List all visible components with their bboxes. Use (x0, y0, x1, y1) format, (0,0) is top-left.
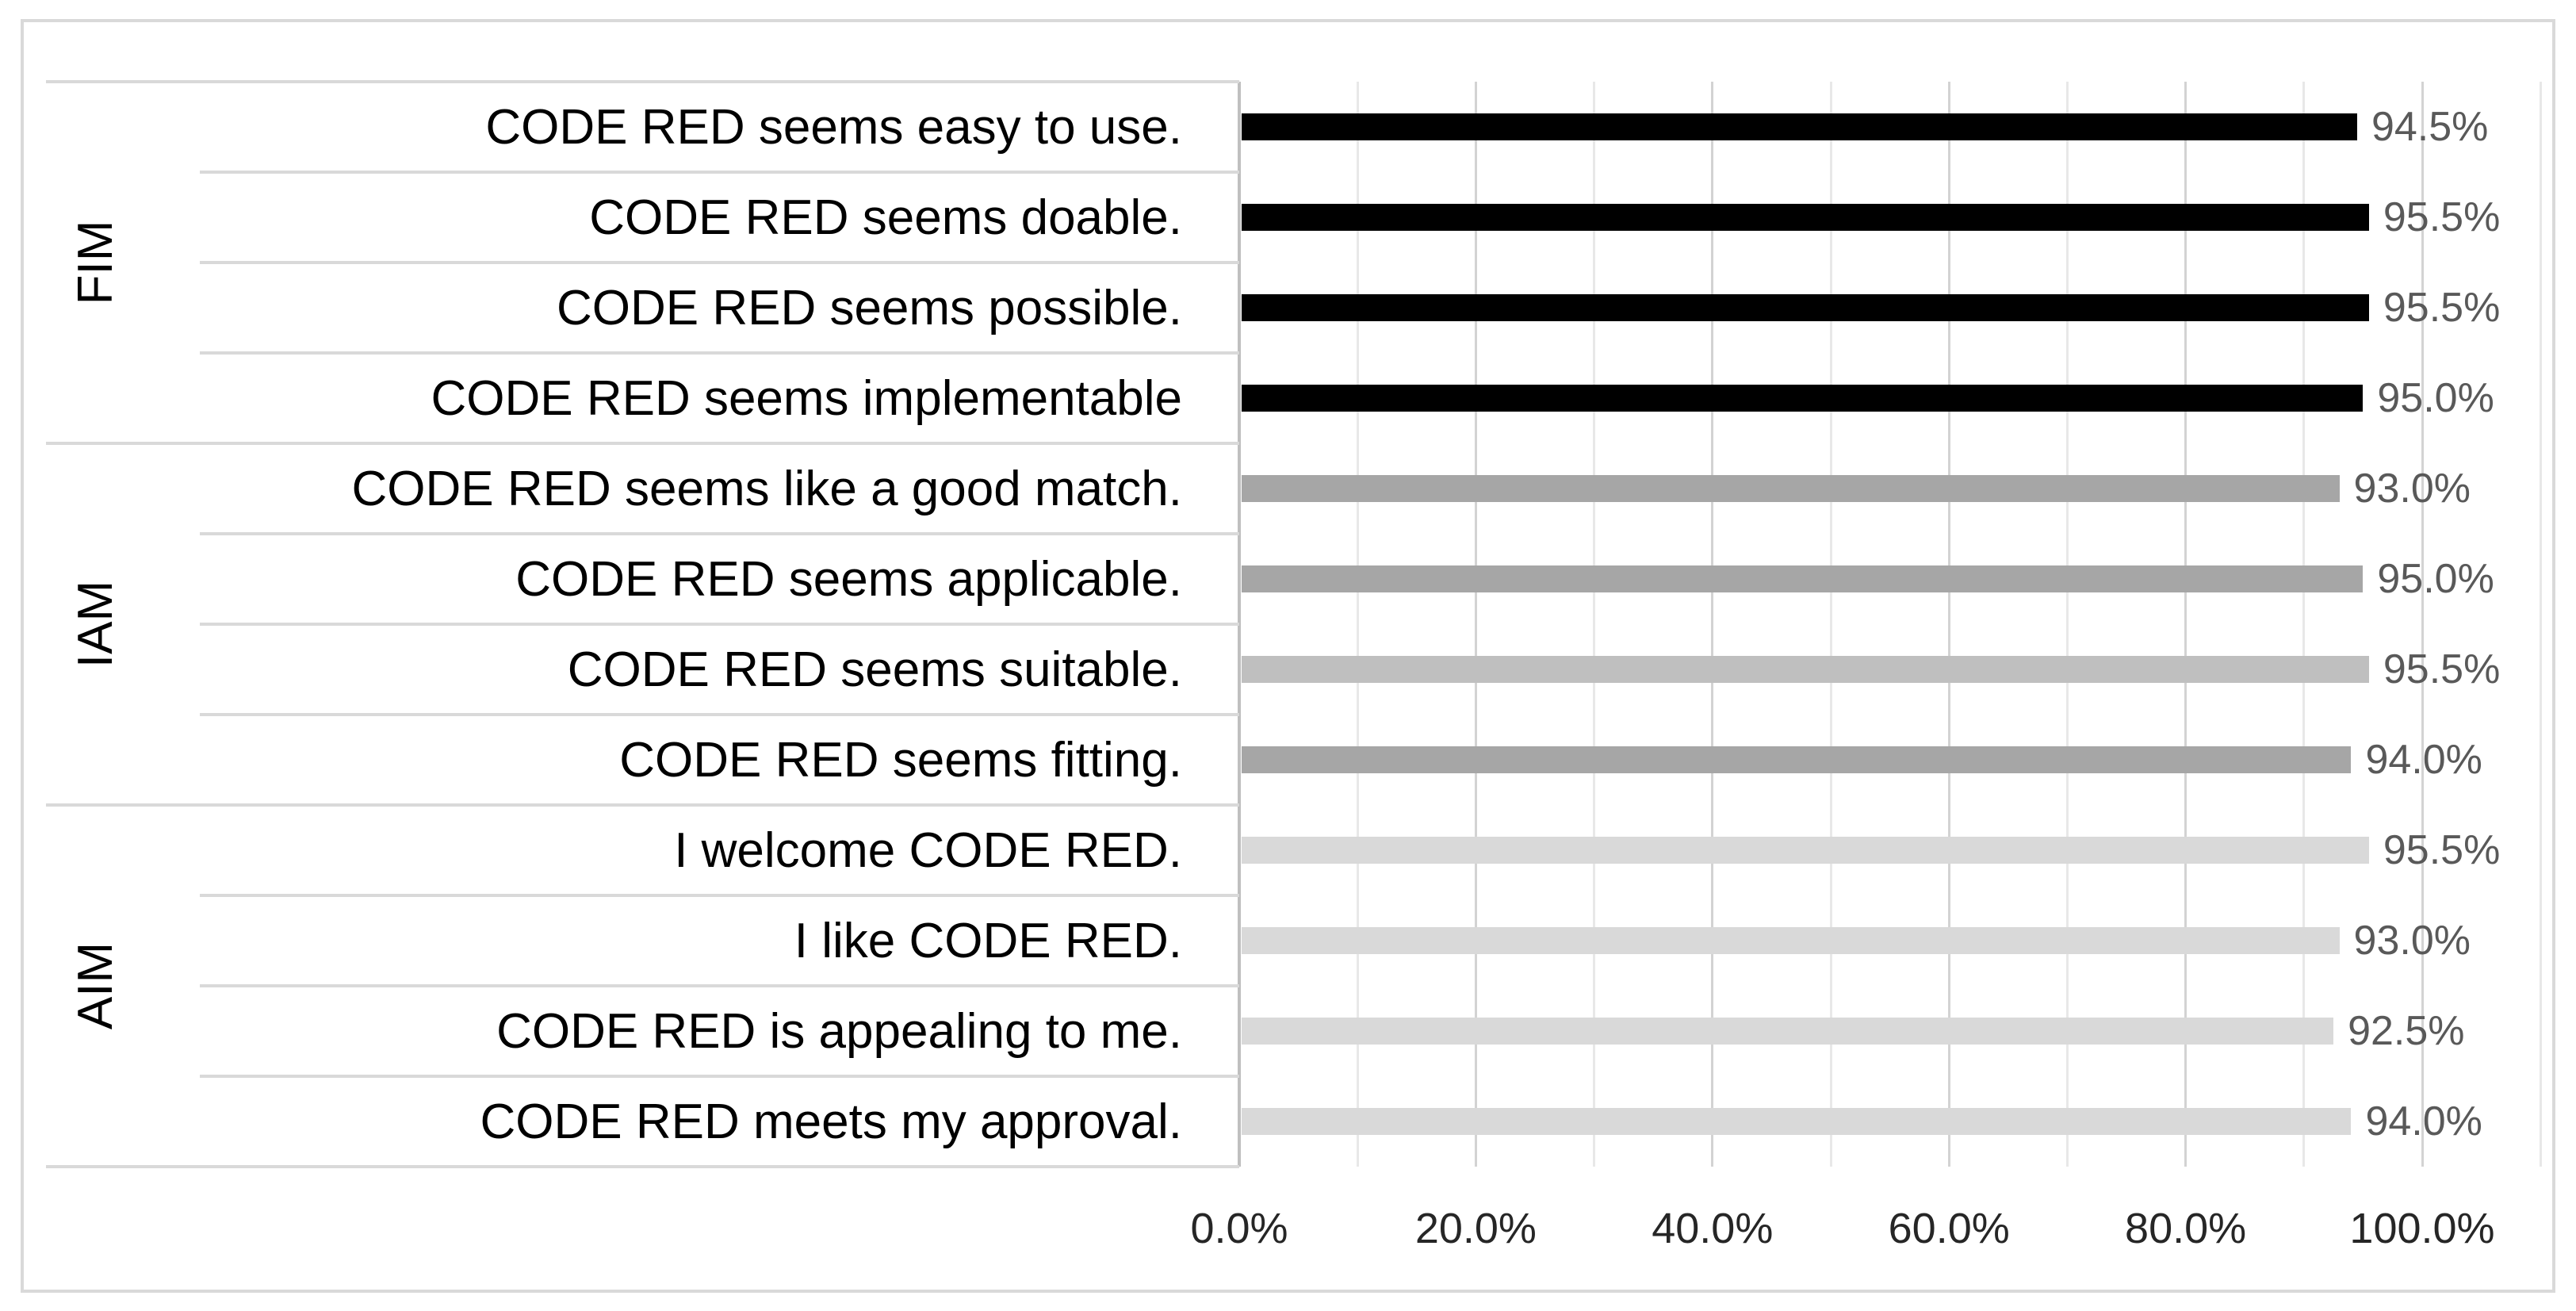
minor-gridline (2302, 82, 2306, 1167)
data-label: 95.0% (2377, 375, 2494, 421)
category-label: CODE RED seems fitting. (619, 732, 1182, 788)
axis-tick-label: 20.0% (1414, 1205, 1537, 1252)
data-label: 93.0% (2353, 466, 2471, 512)
bar (1242, 113, 2357, 140)
bar (1242, 565, 2364, 592)
row-separator-line (200, 894, 1239, 897)
minor-gridline (1356, 82, 1359, 1167)
bar (1242, 204, 2369, 231)
major-gridline (1711, 82, 1714, 1167)
bar (1242, 837, 2369, 864)
row-separator-line (200, 532, 1239, 535)
category-label: CODE RED seems like a good match. (351, 461, 1183, 516)
category-label: CODE RED is appealing to me. (496, 1003, 1182, 1059)
row-separator-line (200, 261, 1239, 264)
category-label: CODE RED seems applicable. (515, 551, 1182, 607)
data-label: 95.0% (2377, 556, 2494, 602)
category-label: CODE RED seems possible. (556, 280, 1182, 335)
axis-tick-label: 40.0% (1652, 1205, 1774, 1252)
row-separator-line (200, 171, 1239, 174)
category-label: CODE RED seems easy to use. (485, 99, 1182, 155)
bar (1242, 1018, 2334, 1045)
category-label: CODE RED seems implementable (431, 370, 1182, 426)
data-label: 93.0% (2353, 918, 2471, 964)
data-label: 95.5% (2383, 827, 2501, 873)
bar (1242, 385, 2364, 412)
category-label: I like CODE RED. (794, 913, 1182, 968)
data-label: 94.0% (2365, 737, 2482, 783)
major-gridline (1474, 82, 1477, 1167)
label-table-border-line (46, 1165, 1239, 1168)
axis-tick-label: 80.0% (2125, 1205, 2247, 1252)
bar (1242, 656, 2369, 683)
row-separator-line (200, 984, 1239, 987)
minor-gridline (2065, 82, 2069, 1167)
group-label: AIM (67, 941, 123, 1030)
bar (1242, 927, 2340, 954)
group-divider-line (46, 803, 1239, 807)
minor-gridline (1829, 82, 1832, 1167)
group-label: IAM (67, 580, 123, 669)
group-divider-line (46, 442, 1239, 445)
bar (1242, 1108, 2352, 1135)
row-separator-line (200, 351, 1239, 355)
category-label: CODE RED seems doable. (589, 190, 1182, 245)
row-separator-line (200, 713, 1239, 716)
data-label: 95.5% (2383, 285, 2501, 331)
row-separator-line (200, 623, 1239, 626)
bar (1242, 746, 2352, 773)
axis-tick-label: 0.0% (1190, 1205, 1288, 1252)
group-label: FIM (67, 220, 123, 305)
label-table-border-line (46, 80, 1239, 83)
axis-tick-label: 100.0% (2349, 1205, 2495, 1252)
data-label: 92.5% (2348, 1008, 2465, 1054)
data-label: 94.0% (2365, 1098, 2482, 1144)
major-gridline (2421, 82, 2424, 1167)
data-label: 95.5% (2383, 646, 2501, 692)
category-label: I welcome CODE RED. (674, 822, 1182, 878)
category-label: CODE RED meets my approval. (480, 1094, 1182, 1149)
bar (1242, 294, 2369, 321)
major-gridline (1947, 82, 1950, 1167)
row-separator-line (200, 1075, 1239, 1078)
category-label: CODE RED seems suitable. (567, 642, 1182, 697)
major-gridline (2184, 82, 2187, 1167)
axis-tick-label: 60.0% (1888, 1205, 2010, 1252)
value-axis-line (1238, 82, 1241, 1167)
minor-gridline (1593, 82, 1596, 1167)
data-label: 95.5% (2383, 194, 2501, 240)
bar (1242, 475, 2340, 502)
minor-gridline (2539, 82, 2542, 1167)
data-label: 94.5% (2371, 104, 2489, 150)
